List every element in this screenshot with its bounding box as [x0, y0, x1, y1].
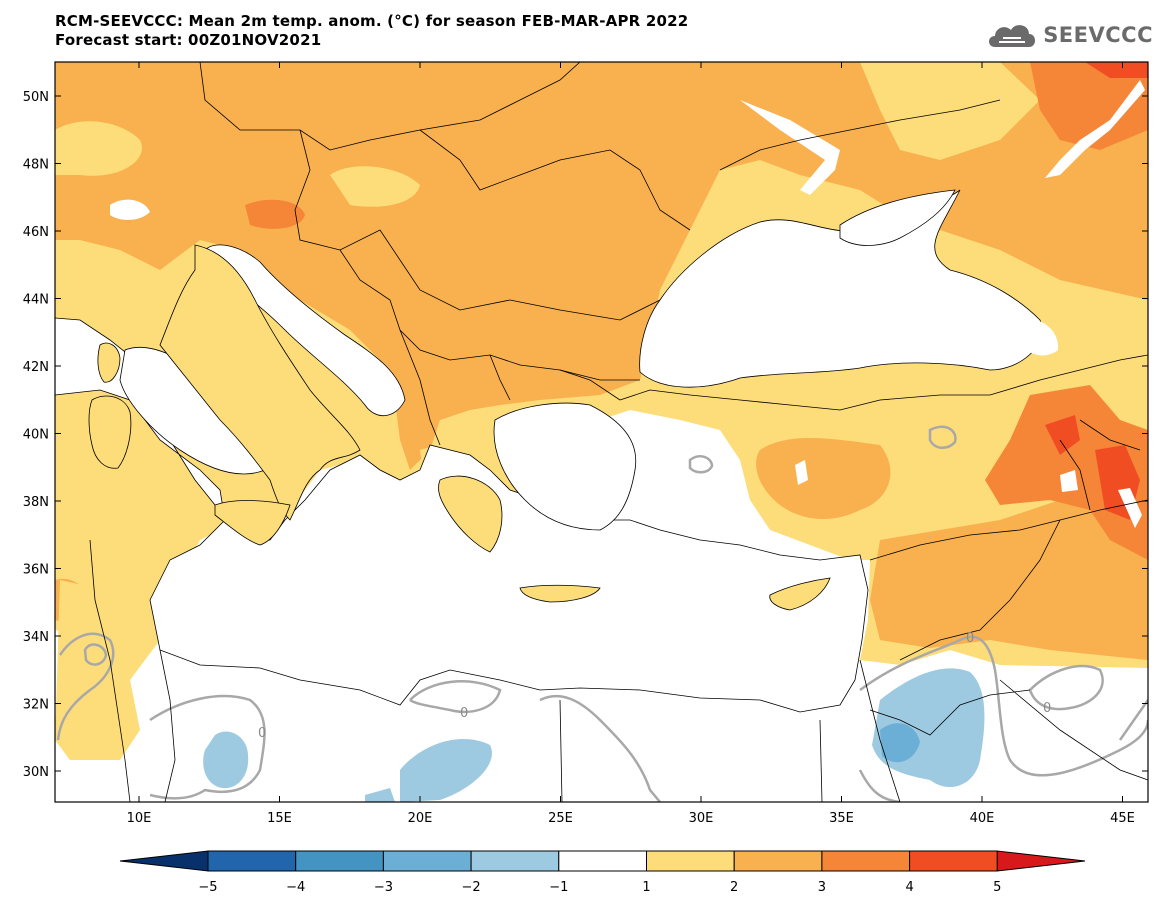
lon-label: 25E [548, 811, 573, 826]
forecast-start: Forecast start: 00Z01NOV2021 [55, 31, 322, 49]
country-borders [89, 62, 1148, 802]
cloud-icon [989, 25, 1036, 47]
map-title: RCM-SEEVCCC: Mean 2m temp. anom. (°C) fo… [55, 12, 689, 30]
colorbar-high-triangle [996, 850, 1086, 872]
cold-anomaly-egypt [400, 739, 492, 802]
contour-label: 0 [1043, 701, 1051, 716]
corsica [97, 342, 121, 383]
lon-label: 40E [970, 811, 995, 826]
azov-sea [839, 189, 956, 246]
lat-label: 30N [23, 765, 49, 780]
peloponnese [438, 475, 503, 553]
logo: SEEVCCC [985, 20, 1153, 50]
lon-label: 10E [127, 811, 152, 826]
anomaly-region-northeast [1030, 62, 1148, 150]
colorbar-label: 3 [818, 880, 826, 895]
italy [159, 244, 361, 521]
colorbar-swatch [558, 850, 647, 872]
lon-label: 30E [689, 811, 714, 826]
lat-label: 42N [23, 360, 49, 375]
lat-label: 38N [23, 495, 49, 510]
colorbar-label: −2 [462, 880, 481, 895]
colorbar-label: 1 [642, 880, 650, 895]
lon-label: 35E [829, 811, 854, 826]
anomaly-region-central-europe [55, 62, 1148, 470]
colorbar-swatch [470, 850, 560, 872]
colorbar-label: 5 [993, 880, 1001, 895]
lat-label: 32N [23, 698, 49, 713]
colorbar-label: −1 [549, 880, 568, 895]
lat-axis: 50N 48N 46N 44N 42N 40N 38N 36N 34N 32N 30N [23, 90, 1148, 780]
lon-label: 45E [1110, 811, 1135, 826]
zero-contours [56, 425, 1148, 802]
sicily [214, 500, 291, 546]
lon-label: 15E [267, 811, 292, 826]
aegean-sea [493, 402, 637, 531]
colorbar-label: −3 [374, 880, 393, 895]
colorbar-label: 2 [730, 880, 738, 895]
cyprus [769, 577, 831, 611]
lat-label: 50N [23, 90, 49, 105]
colorbar: −5 −4 −3 −2 −1 1 2 3 4 5 [119, 850, 1086, 895]
contour-label: 0 [460, 706, 468, 721]
map-fill [55, 62, 1148, 802]
cold-anomaly-libya [203, 731, 249, 789]
colorbar-low-triangle [119, 850, 209, 872]
lon-axis: 10E 15E 20E 25E 30E 35E 40E 45E [127, 62, 1135, 826]
contour-labels: 0 0 0 0 [258, 631, 1051, 741]
colorbar-label: −4 [286, 880, 305, 895]
lat-label: 36N [23, 563, 49, 578]
colorbar-swatch [295, 850, 384, 872]
lat-label: 34N [23, 630, 49, 645]
adriatic-sea [204, 244, 406, 417]
lat-label: 44N [23, 293, 49, 308]
colorbar-swatch [821, 850, 911, 872]
contour-label: 0 [966, 631, 974, 646]
black-sea [639, 189, 1043, 388]
lat-label: 48N [23, 158, 49, 173]
colorbar-swatch [733, 850, 823, 872]
colorbar-label: −5 [198, 880, 217, 895]
anomaly-region-east [870, 480, 1148, 660]
map-frame [54, 61, 1149, 803]
colorbar-swatch [207, 850, 297, 872]
lat-label: 46N [23, 225, 49, 240]
colorbar-swatch [382, 850, 472, 872]
logo-text: SEEVCCC [1043, 23, 1153, 47]
colorbar-label: 4 [905, 880, 913, 895]
title-block: RCM-SEEVCCC: Mean 2m temp. anom. (°C) fo… [55, 12, 688, 50]
colorbar-swatch [909, 850, 998, 872]
contour-label: 0 [258, 726, 266, 741]
lat-label: 40N [23, 428, 49, 443]
crete [519, 584, 601, 603]
colorbar-swatch [646, 850, 735, 872]
sardinia [88, 395, 132, 469]
lon-label: 20E [408, 811, 433, 826]
anomaly-region-caucasus [985, 385, 1148, 560]
anomaly-region-anatolia [756, 438, 891, 520]
